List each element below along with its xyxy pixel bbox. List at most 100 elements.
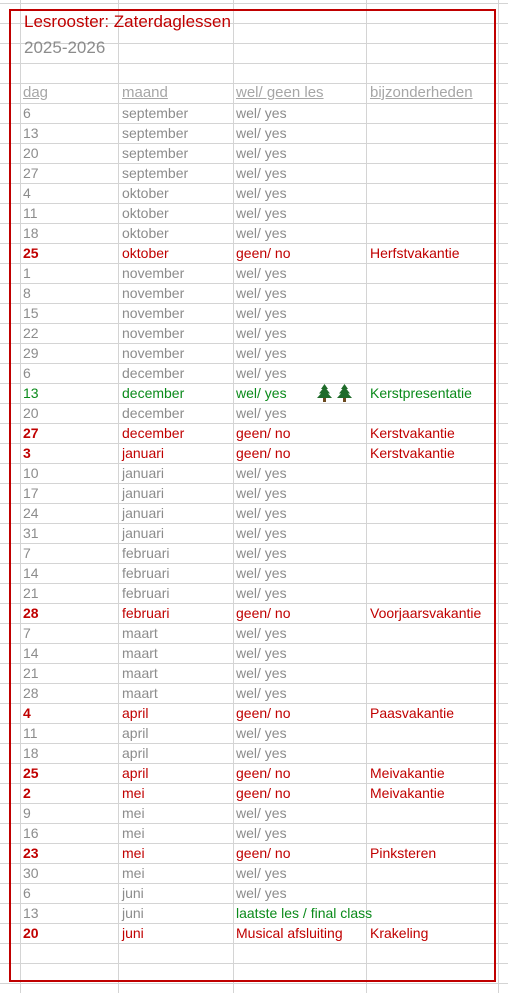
- day-cell: 18: [23, 225, 39, 241]
- lesson-cell: wel/ yes: [236, 525, 287, 541]
- lesson-cell: wel/ yes: [236, 465, 287, 481]
- table-row: 3 januari geen/ no Kerstvakantie: [20, 443, 498, 463]
- table-row: 13 december wel/ yes Kerstpresentatie: [20, 383, 498, 403]
- table-row: 24 januari wel/ yes: [20, 503, 498, 523]
- table-row: 14 februari wel/ yes: [20, 563, 498, 583]
- day-cell: 27: [23, 165, 39, 181]
- month-cell: april: [122, 705, 149, 721]
- lesson-cell: geen/ no: [236, 605, 291, 621]
- lesson-cell: wel/ yes: [236, 865, 287, 881]
- day-cell: 21: [23, 585, 39, 601]
- lesson-cell: laatste les / final class: [236, 905, 373, 921]
- day-cell: 22: [23, 325, 39, 341]
- table-row: 11 april wel/ yes: [20, 723, 498, 743]
- month-cell: mei: [122, 825, 145, 841]
- lesson-cell: wel/ yes: [236, 145, 287, 161]
- lesson-cell: geen/ no: [236, 845, 291, 861]
- day-cell: 28: [23, 605, 39, 621]
- day-cell: 31: [23, 525, 39, 541]
- day-cell: 6: [23, 365, 31, 381]
- lesson-cell: wel/ yes: [236, 225, 287, 241]
- month-cell: juni: [122, 905, 144, 921]
- lesson-cell: wel/ yes: [236, 825, 287, 841]
- month-cell: maart: [122, 625, 158, 641]
- table-row: 6 september wel/ yes: [20, 103, 498, 123]
- day-cell: 13: [23, 125, 39, 141]
- note-cell: Kerstpresentatie: [370, 385, 472, 401]
- table-row: 11 oktober wel/ yes: [20, 203, 498, 223]
- day-cell: 29: [23, 345, 39, 361]
- note-cell: Herfstvakantie: [370, 245, 460, 261]
- day-cell: 2: [23, 785, 31, 801]
- day-cell: 4: [23, 705, 31, 721]
- day-cell: 17: [23, 485, 39, 501]
- note-cell: Kerstvakantie: [370, 425, 455, 441]
- month-cell: december: [122, 405, 185, 421]
- lesson-cell: geen/ no: [236, 445, 291, 461]
- column-header-les: wel/ geen les: [236, 84, 324, 101]
- lesson-cell: wel/ yes: [236, 645, 287, 661]
- day-cell: 14: [23, 645, 39, 661]
- lesson-cell: wel/ yes: [236, 545, 287, 561]
- note-cell: Voorjaarsvakantie: [370, 605, 482, 621]
- table-row: 27 september wel/ yes: [20, 163, 498, 183]
- christmas-tree-icon: [317, 384, 332, 402]
- table-row: 7 maart wel/ yes: [20, 623, 498, 643]
- lesson-cell: Musical afsluiting: [236, 925, 343, 941]
- table-row: 27 december geen/ no Kerstvakantie: [20, 423, 498, 443]
- day-cell: 1: [23, 265, 31, 281]
- day-cell: 25: [23, 765, 39, 781]
- note-cell: Paasvakantie: [370, 705, 455, 721]
- day-cell: 10: [23, 465, 39, 481]
- day-cell: 28: [23, 685, 39, 701]
- day-cell: 6: [23, 105, 31, 121]
- lesson-cell: wel/ yes: [236, 405, 287, 421]
- day-cell: 20: [23, 145, 39, 161]
- table-row: 28 februari geen/ no Voorjaarsvakantie: [20, 603, 498, 623]
- lesson-cell: wel/ yes: [236, 125, 287, 141]
- lesson-cell: wel/ yes: [236, 365, 287, 381]
- note-cell: Kerstvakantie: [370, 445, 455, 461]
- table-row: 4 april geen/ no Paasvakantie: [20, 703, 498, 723]
- lesson-cell: wel/ yes: [236, 305, 287, 321]
- day-cell: 21: [23, 665, 39, 681]
- month-cell: januari: [122, 485, 165, 501]
- lesson-cell: wel/ yes: [236, 205, 287, 221]
- day-cell: 15: [23, 305, 39, 321]
- lesson-cell: wel/ yes: [236, 745, 287, 761]
- christmas-tree-icon: [337, 384, 352, 402]
- month-cell: november: [122, 345, 185, 361]
- table-row: 6 december wel/ yes: [20, 363, 498, 383]
- day-cell: 3: [23, 445, 31, 461]
- lesson-cell: wel/ yes: [236, 585, 287, 601]
- month-cell: maart: [122, 645, 158, 661]
- month-cell: oktober: [122, 185, 169, 201]
- table-row: 8 november wel/ yes: [20, 283, 498, 303]
- month-cell: januari: [122, 445, 165, 461]
- month-cell: juni: [122, 925, 144, 941]
- table-row: 16 mei wel/ yes: [20, 823, 498, 843]
- month-cell: december: [122, 425, 185, 441]
- note-cell: Krakeling: [370, 925, 429, 941]
- page-title: Lesrooster: Zaterdaglessen: [24, 12, 231, 31]
- day-cell: 9: [23, 805, 31, 821]
- month-cell: maart: [122, 665, 158, 681]
- day-cell: 4: [23, 185, 31, 201]
- day-cell: 18: [23, 745, 39, 761]
- month-cell: mei: [122, 805, 145, 821]
- table-row: 15 november wel/ yes: [20, 303, 498, 323]
- month-cell: oktober: [122, 225, 169, 241]
- table-row: 10 januari wel/ yes: [20, 463, 498, 483]
- table-row: 22 november wel/ yes: [20, 323, 498, 343]
- day-cell: 16: [23, 825, 39, 841]
- day-cell: 8: [23, 285, 31, 301]
- month-cell: januari: [122, 525, 165, 541]
- table-row: 4 oktober wel/ yes: [20, 183, 498, 203]
- table-row: 6 juni wel/ yes: [20, 883, 498, 903]
- table-row: 20 september wel/ yes: [20, 143, 498, 163]
- day-cell: 24: [23, 505, 39, 521]
- month-cell: december: [122, 365, 185, 381]
- day-cell: 7: [23, 545, 31, 561]
- lesson-cell: wel/ yes: [236, 805, 287, 821]
- day-cell: 13: [23, 905, 39, 921]
